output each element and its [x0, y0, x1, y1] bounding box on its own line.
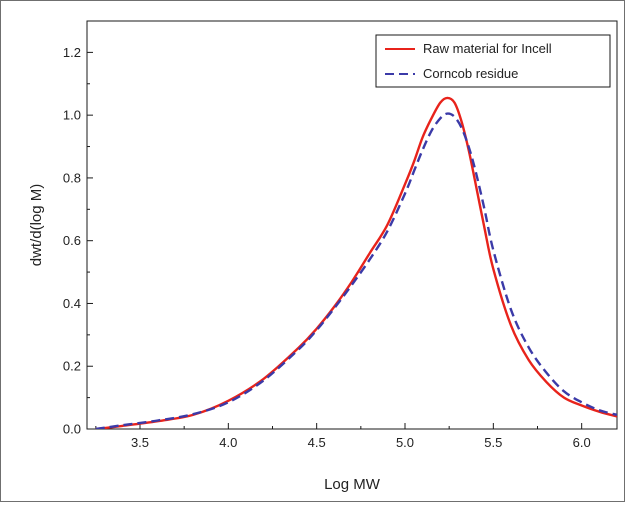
series-line-0	[95, 96, 617, 429]
x-tick-label: 3.5	[131, 435, 149, 450]
legend-label-corncob-residue: Corncob residue	[423, 66, 518, 81]
x-axis-label: Log MW	[324, 476, 381, 493]
y-tick-label: 0.8	[63, 170, 81, 185]
y-tick-label: 1.2	[63, 45, 81, 60]
series-layer	[95, 96, 617, 429]
legend: Raw material for Incell Corncob residue	[375, 34, 611, 88]
series-line-1	[95, 112, 617, 429]
y-tick-label: 1.0	[63, 108, 81, 123]
y-tick-label: 0.2	[63, 359, 81, 374]
y-axis-label: dwt/d(log M)	[28, 184, 45, 267]
x-axis: 3.5 4.0 4.5 5.0 5.5 6.0	[95, 423, 591, 450]
x-tick-label: 5.0	[396, 435, 414, 450]
x-tick-label: 6.0	[573, 435, 591, 450]
y-tick-label: 0.4	[63, 296, 81, 311]
legend-label-raw-material: Raw material for Incell	[423, 41, 552, 56]
legend-box	[375, 34, 611, 88]
y-tick-label: 0.6	[63, 233, 81, 248]
x-tick-label: 5.5	[484, 435, 502, 450]
y-tick-label: 0.0	[63, 422, 81, 437]
x-tick-label: 4.5	[308, 435, 326, 450]
y-axis: 0.0 0.2 0.4 0.6 0.8 1.0 1.2	[63, 45, 93, 437]
x-tick-label: 4.0	[219, 435, 237, 450]
plot-area	[86, 20, 618, 430]
